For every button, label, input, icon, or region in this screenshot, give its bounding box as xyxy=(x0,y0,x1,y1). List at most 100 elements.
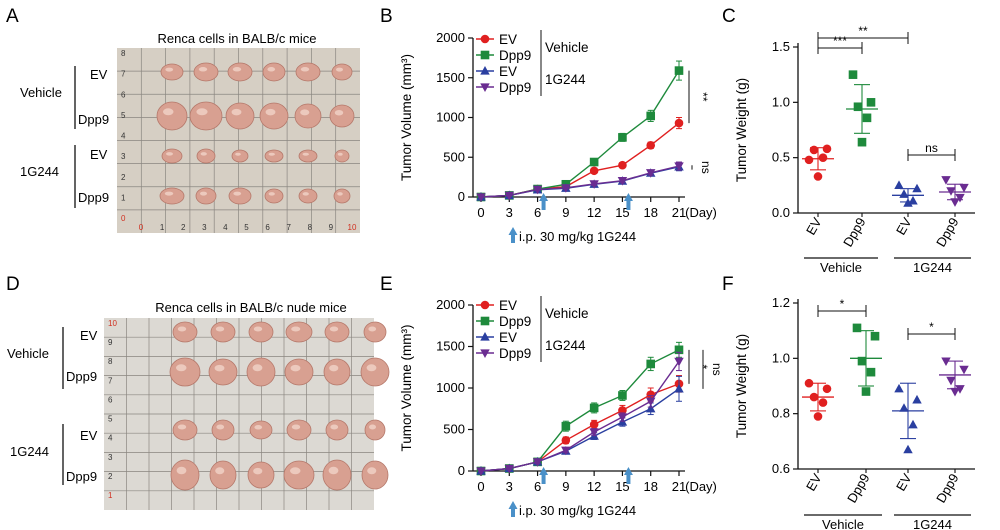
x-tick-label: 3 xyxy=(506,205,513,220)
significance-label: ns xyxy=(710,363,724,376)
data-point xyxy=(903,444,913,454)
y-axis-label: Tumor Weight (g) xyxy=(734,78,749,182)
data-point xyxy=(804,378,814,388)
data-point xyxy=(813,172,823,181)
tumor-highlight xyxy=(329,326,339,332)
x-tick-label: 0 xyxy=(477,205,484,220)
tumor-highlight xyxy=(235,152,241,156)
category-label: Dpp9 xyxy=(840,215,869,249)
treatment-note-arrow xyxy=(508,501,518,509)
data-point xyxy=(941,176,951,185)
group-label: Vehicle xyxy=(822,517,864,530)
photo-a-row-dpp9-1g244: Dpp9 xyxy=(78,190,109,205)
data-point xyxy=(822,384,832,394)
data-point xyxy=(959,365,969,375)
data-point xyxy=(894,383,904,393)
tumor-specimen xyxy=(283,460,315,490)
data-point xyxy=(853,102,863,112)
ruler-tick-label: 6 xyxy=(121,90,126,99)
data-point xyxy=(674,162,684,171)
tumor-highlight xyxy=(253,326,263,332)
significance-label: *** xyxy=(833,34,847,48)
tumor-highlight xyxy=(176,364,187,372)
ruler-tick-label: 4 xyxy=(121,132,126,141)
data-point xyxy=(857,356,867,366)
data-point xyxy=(674,66,684,75)
tumor-specimen xyxy=(364,419,386,441)
legend-label: EV xyxy=(499,330,517,345)
tumor-highlight xyxy=(267,67,276,72)
y-tick-label: 2000 xyxy=(436,297,465,312)
photo-a-ruler: 0 1 2 3 4 5 6 7 8 9 10 0 1 2 3 4 5 6 7 8 xyxy=(121,49,357,232)
treatment-note: i.p. 30 mg/kg 1G244 xyxy=(519,503,636,518)
significance-label: ** xyxy=(696,92,710,102)
data-point xyxy=(476,467,486,476)
y-tick-label: 1000 xyxy=(436,110,465,125)
data-point xyxy=(617,413,628,422)
tumor-specimen xyxy=(170,459,200,491)
y-tick-label: 0.5 xyxy=(772,150,790,165)
tumor-specimen xyxy=(172,321,198,343)
y-tick-label: 0 xyxy=(458,463,465,478)
tumor-highlight xyxy=(166,152,173,156)
data-point xyxy=(532,185,543,195)
treatment-note-arrow-shaft xyxy=(511,509,515,517)
significance-label: ** xyxy=(858,24,868,38)
ruler-tick-label: 5 xyxy=(121,111,126,120)
tumor-highlight xyxy=(337,192,343,196)
tumor-specimen xyxy=(227,62,253,82)
data-point xyxy=(646,359,656,369)
data-point xyxy=(955,385,965,394)
category-label: EV xyxy=(893,471,915,494)
x-tick-label: 3 xyxy=(506,479,513,494)
legend-marker xyxy=(480,83,490,92)
series-line xyxy=(480,361,680,472)
photo-a-row-ev-vehicle: EV xyxy=(90,67,108,82)
x-unit-label: (Day) xyxy=(685,479,717,494)
treatment-arrow-shaft xyxy=(626,201,631,210)
tumor-highlight xyxy=(291,326,301,332)
photo-panel-d: Renca cells in BALB/c nude mice 1 2 3 4 5 6 7 8… xyxy=(7,300,390,510)
tumor-highlight xyxy=(200,191,207,196)
data-point xyxy=(912,183,922,193)
treatment-note-arrow xyxy=(508,227,518,235)
data-point xyxy=(813,412,823,421)
tumor-highlight xyxy=(302,152,309,156)
tumor-highlight xyxy=(334,109,344,116)
treatment-note-arrow-shaft xyxy=(511,235,515,243)
photo-a-group-1g244: 1G244 xyxy=(20,164,59,179)
x-unit-label: (Day) xyxy=(685,205,717,220)
tumor-specimen xyxy=(246,357,276,387)
tumor-highlight xyxy=(254,425,263,430)
tumor-specimen xyxy=(248,321,274,343)
data-point xyxy=(589,420,599,429)
group-label: 1G244 xyxy=(913,517,952,530)
legend-group-label: Vehicle xyxy=(545,306,589,321)
tumor-specimen xyxy=(295,62,321,82)
tumor-specimen xyxy=(259,102,289,130)
tumor-specimen xyxy=(285,321,313,343)
data-point xyxy=(645,403,656,413)
tumor-specimen xyxy=(211,419,235,441)
significance-label: ns xyxy=(699,161,713,174)
data-point xyxy=(589,403,599,413)
legend-marker xyxy=(480,332,490,341)
treatment-arrow-head xyxy=(623,467,633,475)
y-axis-label: Tumor Volume (mm³) xyxy=(399,54,414,181)
tumor-highlight xyxy=(231,108,242,116)
data-point xyxy=(894,180,904,189)
tumor-highlight xyxy=(367,467,377,475)
data-point xyxy=(866,367,876,377)
y-axis-label: Tumor Weight (g) xyxy=(734,334,749,438)
data-point xyxy=(617,177,628,186)
photo-d-row-ev-vehicle: EV xyxy=(80,328,98,343)
data-point xyxy=(946,376,956,386)
data-point xyxy=(645,169,656,178)
tumor-specimen xyxy=(209,460,237,490)
tumor-specimen xyxy=(262,62,286,82)
tumor-highlight xyxy=(368,326,377,332)
x-tick-label: 18 xyxy=(643,479,657,494)
legend-group-label: 1G244 xyxy=(545,72,586,87)
panel-label-d: D xyxy=(6,274,20,295)
tumor-highlight xyxy=(164,191,174,196)
